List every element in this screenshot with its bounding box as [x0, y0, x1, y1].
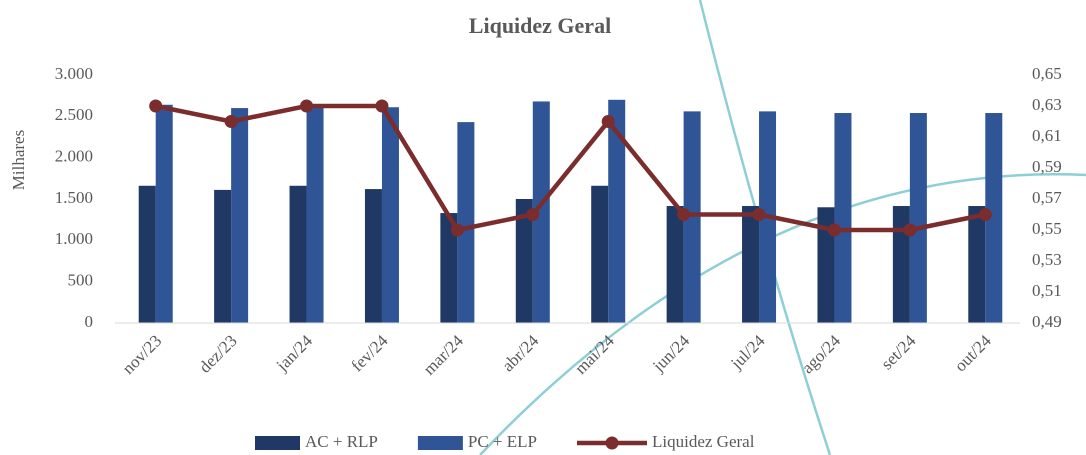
- legend-swatch: [605, 436, 619, 450]
- y2-tick-label: 0,51: [1032, 281, 1062, 300]
- y-tick-label: 2.000: [55, 147, 93, 166]
- bar: [909, 113, 927, 323]
- x-tick-label: out/24: [951, 331, 996, 376]
- y2-tick-label: 0,65: [1032, 64, 1062, 83]
- x-tick-label: jan/24: [272, 331, 317, 376]
- point: [601, 115, 615, 128]
- point: [978, 208, 992, 221]
- bar: [968, 206, 986, 323]
- line: [155, 103, 986, 233]
- x-tick-label: nov/23: [118, 331, 165, 378]
- bar: [742, 206, 760, 323]
- y2-tick-label: 0,61: [1032, 126, 1062, 145]
- x-tick-label: abr/24: [498, 331, 542, 375]
- point: [224, 115, 238, 128]
- x-tick-label: ago/24: [798, 331, 845, 378]
- y2-tick-label: 0,63: [1032, 95, 1062, 114]
- point: [903, 223, 917, 237]
- bar: [515, 199, 533, 323]
- bar: [138, 185, 156, 323]
- bar: [155, 104, 173, 323]
- bar: [817, 207, 835, 323]
- legend-swatch: [255, 436, 300, 450]
- legend-swatch: [417, 436, 463, 450]
- y-tick-label: 500: [68, 271, 94, 290]
- bar: [666, 206, 684, 323]
- point: [526, 208, 540, 221]
- bar: [834, 113, 852, 323]
- x-tick-label: set/24: [877, 331, 920, 374]
- y-tick-label: 0: [85, 312, 94, 331]
- x-tick-label: dez/23: [195, 331, 240, 376]
- point: [752, 208, 766, 221]
- y2-tick-label: 0,55: [1032, 219, 1062, 238]
- x-tick-label: mai/24: [571, 331, 618, 378]
- bar: [457, 122, 475, 324]
- y2-tick-label: 0,59: [1032, 157, 1062, 176]
- y2-tick-label: 0,49: [1032, 312, 1062, 331]
- y-axis-label: Milhares: [9, 130, 28, 190]
- y-tick-label: 1.000: [55, 229, 93, 248]
- point: [375, 99, 389, 113]
- bar: [364, 189, 382, 323]
- bar: [440, 213, 458, 323]
- x-tick-label: fev/24: [347, 331, 391, 375]
- point: [677, 208, 691, 221]
- legend-label: Liquidez Geral: [652, 432, 755, 451]
- bar: [214, 189, 232, 323]
- bar: [892, 206, 910, 323]
- bar: [985, 113, 1003, 323]
- bar: [532, 101, 550, 323]
- point: [827, 223, 841, 237]
- point: [300, 99, 314, 113]
- point: [450, 223, 464, 237]
- bar: [683, 111, 701, 323]
- chart-title: Liquidez Geral: [469, 13, 611, 38]
- y-tick-label: 1.500: [55, 188, 93, 207]
- bar: [608, 99, 626, 323]
- y2-tick-label: 0,53: [1032, 250, 1062, 269]
- x-tick-label: mar/24: [419, 331, 467, 379]
- y-tick-label: 3.000: [55, 64, 93, 83]
- bar: [306, 106, 324, 323]
- bar: [591, 185, 609, 323]
- bar: [231, 108, 249, 323]
- bar: [289, 185, 307, 323]
- bar: [381, 107, 399, 324]
- y2-tick-label: 0,57: [1032, 188, 1062, 207]
- y-tick-label: 2.500: [55, 105, 93, 124]
- point: [149, 99, 163, 113]
- legend-label: PC + ELP: [468, 432, 537, 451]
- x-tick-label: jul/24: [726, 331, 769, 374]
- legend-label: AC + RLP: [305, 432, 378, 451]
- x-tick-label: jun/24: [648, 331, 693, 376]
